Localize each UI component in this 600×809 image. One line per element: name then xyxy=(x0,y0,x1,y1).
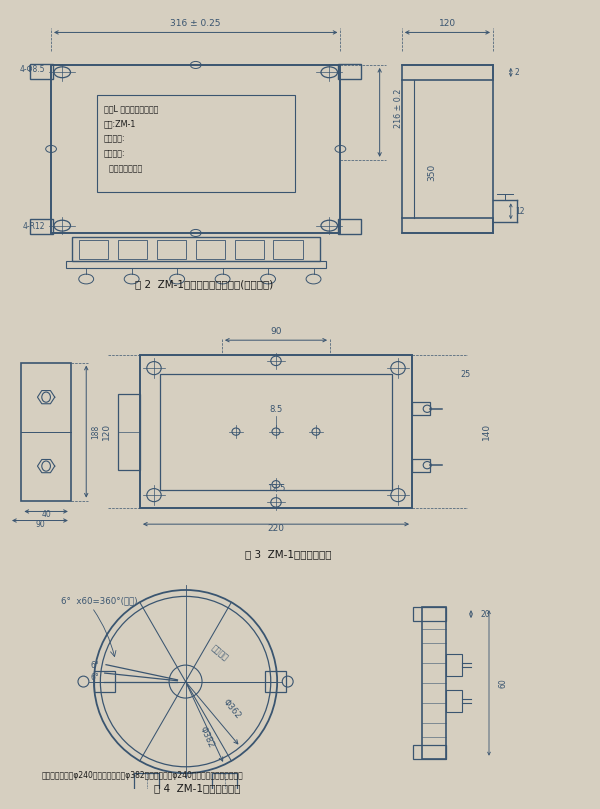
Text: 型号:ZM-1: 型号:ZM-1 xyxy=(104,119,136,128)
Text: 60: 60 xyxy=(498,678,507,688)
Bar xyxy=(140,355,412,508)
Text: 6°: 6° xyxy=(90,672,99,682)
Text: 140: 140 xyxy=(482,423,491,440)
Text: 图 4  ZM-1信号盘外形图: 图 4 ZM-1信号盘外形图 xyxy=(154,783,241,793)
Bar xyxy=(118,393,140,470)
Bar xyxy=(72,237,320,261)
Text: 12: 12 xyxy=(515,207,524,216)
Text: 4-Φ8.5: 4-Φ8.5 xyxy=(19,65,45,74)
Text: 8.5: 8.5 xyxy=(269,404,283,413)
Bar xyxy=(65,261,326,269)
Text: 6°  x60=360°(均分): 6° x60=360°(均分) xyxy=(61,596,137,606)
Text: 90: 90 xyxy=(270,327,282,336)
Text: 6°: 6° xyxy=(90,661,99,670)
Text: 120: 120 xyxy=(439,19,456,28)
Text: 40: 40 xyxy=(41,510,51,519)
Bar xyxy=(412,459,430,472)
Text: 2: 2 xyxy=(515,68,520,77)
Bar xyxy=(118,239,147,259)
Bar xyxy=(338,64,361,78)
Text: 188: 188 xyxy=(91,425,100,438)
Text: 12.5: 12.5 xyxy=(267,485,285,493)
Bar xyxy=(31,219,53,235)
Text: 220: 220 xyxy=(268,524,284,533)
Bar xyxy=(94,671,115,693)
Bar xyxy=(160,374,392,489)
Bar xyxy=(157,239,186,259)
Text: 图 2  ZM-1型电路接线盒外形图(填料函图): 图 2 ZM-1型电路接线盒外形图(填料函图) xyxy=(135,279,273,289)
Text: 额定转速:: 额定转速: xyxy=(104,134,125,143)
Text: 350: 350 xyxy=(427,163,436,180)
Bar xyxy=(412,402,430,415)
Bar xyxy=(22,362,71,501)
Text: 20: 20 xyxy=(480,610,490,619)
Bar xyxy=(212,773,237,790)
Text: 120: 120 xyxy=(102,423,111,440)
Bar xyxy=(338,219,361,235)
Bar xyxy=(446,654,462,676)
Bar xyxy=(402,65,493,80)
Text: 注：尾轴直径在φ240及以下，外径为φ382，尾轴直径在φ240以上，外径要适当加大。: 注：尾轴直径在φ240及以下，外径为φ382，尾轴直径在φ240以上，外径要适当… xyxy=(41,771,243,780)
Bar xyxy=(31,64,53,78)
Bar xyxy=(402,218,493,233)
Text: 名称L 非接触式测速装置: 名称L 非接触式测速装置 xyxy=(104,104,158,113)
Bar xyxy=(97,95,295,193)
Bar xyxy=(413,745,446,759)
Text: Φ362: Φ362 xyxy=(221,697,242,721)
Bar xyxy=(79,239,109,259)
Text: 90: 90 xyxy=(35,519,45,528)
Bar xyxy=(196,239,225,259)
Bar xyxy=(265,671,286,693)
Bar xyxy=(274,239,302,259)
Text: 电流电压:: 电流电压: xyxy=(104,149,125,158)
Text: 4-R12: 4-R12 xyxy=(22,222,45,231)
Text: 图 3  ZM-1传感器外盒图: 图 3 ZM-1传感器外盒图 xyxy=(245,549,331,559)
Bar xyxy=(134,773,159,790)
Text: 南通航海仪表厂: 南通航海仪表厂 xyxy=(104,164,142,173)
Bar xyxy=(446,690,462,712)
Text: 尾轴直径: 尾轴直径 xyxy=(209,643,229,662)
Text: 316 ± 0.25: 316 ± 0.25 xyxy=(170,19,221,28)
Text: 25: 25 xyxy=(460,370,470,379)
Text: Φ382: Φ382 xyxy=(197,726,215,750)
Bar xyxy=(422,608,446,759)
Bar xyxy=(51,65,340,233)
Bar xyxy=(413,608,446,621)
Bar xyxy=(235,239,264,259)
Text: 216 ± 0.2: 216 ± 0.2 xyxy=(394,89,403,128)
